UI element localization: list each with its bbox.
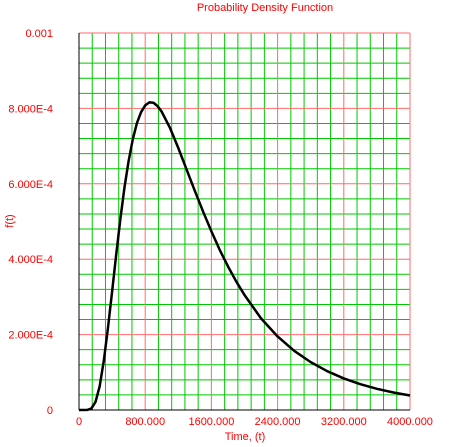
x-tick-label: 2400.000 [255, 416, 301, 428]
axes [78, 33, 410, 411]
x-tick-label: 4000.000 [387, 416, 433, 428]
y-tick-label: 4.000E-4 [8, 254, 53, 266]
minor-grid [79, 33, 410, 410]
pdf-curve [78, 101, 411, 412]
series-layer [78, 101, 411, 412]
major-grid [78, 32, 411, 411]
tick-labels: 0 800.000 1600.000 2400.000 3200.000 4000.000… [8, 28, 433, 428]
chart-title: Probability Density Function [197, 2, 333, 14]
y-tick-label: 2.000E-4 [8, 330, 53, 342]
x-tick-label: 3200.000 [321, 416, 367, 428]
y-tick-label: 0.001 [25, 28, 53, 40]
y-tick-label: 0 [47, 405, 53, 417]
y-tick-label: 8.000E-4 [8, 103, 53, 115]
x-tick-label: 1600.000 [188, 416, 234, 428]
x-tick-label: 800.000 [125, 416, 165, 428]
y-tick-label: 6.000E-4 [8, 179, 53, 191]
x-tick-label: 0 [76, 416, 82, 428]
x-axis-label: Time, (t) [225, 431, 266, 443]
y-axis-label: f(t) [4, 214, 16, 227]
